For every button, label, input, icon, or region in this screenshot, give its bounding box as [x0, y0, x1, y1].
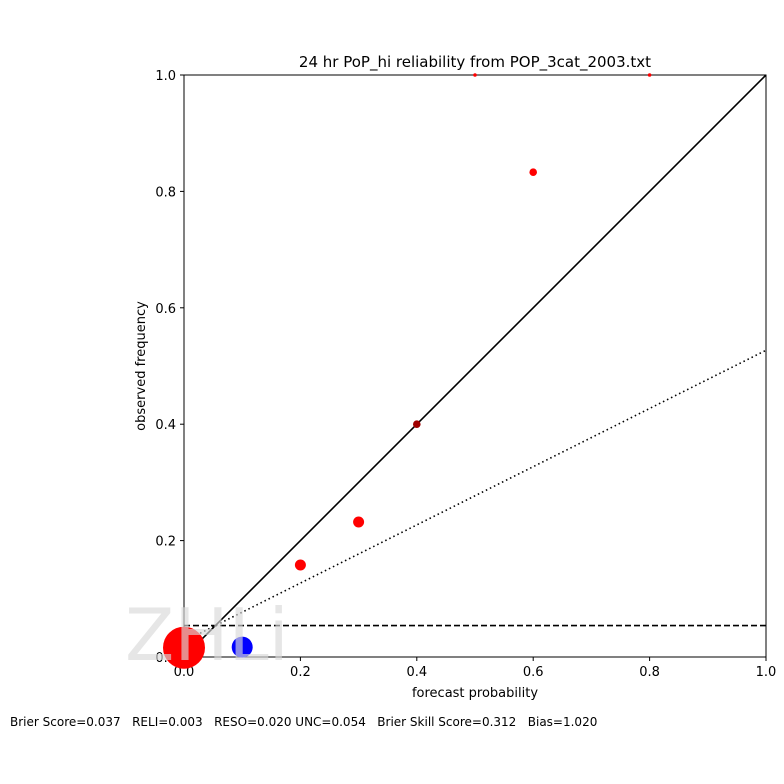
- x-tick-label: 0.4: [406, 665, 427, 680]
- y-tick-label: 0.8: [155, 185, 176, 200]
- x-tick-label: 0.2: [290, 665, 311, 680]
- watermark: ZHLi: [125, 593, 289, 677]
- data-point: [163, 626, 205, 669]
- x-tick-label: 1.0: [756, 665, 777, 680]
- score-summary: Brier Score=0.037 RELI=0.003 RESO=0.020 …: [10, 715, 598, 729]
- y-axis-label: observed frequency: [134, 301, 149, 431]
- data-point: [473, 73, 477, 77]
- data-point: [231, 636, 253, 658]
- data-point: [647, 73, 652, 77]
- y-tick-label: 0.6: [155, 302, 176, 317]
- y-tick-label: 1.0: [155, 69, 176, 84]
- x-axis-ticks: 0.0 0.2 0.4 0.6 0.8 1.0: [174, 657, 777, 680]
- data-points: [163, 73, 652, 669]
- data-point: [529, 168, 537, 176]
- x-tick-label: 0.0: [174, 665, 195, 680]
- x-axis-label: forecast probability: [412, 686, 538, 701]
- y-tick-label: 0.4: [155, 418, 176, 433]
- data-point: [294, 559, 306, 571]
- chart-title: 24 hr PoP_hi reliability from POP_3cat_2…: [299, 53, 651, 72]
- y-axis-ticks: 0.00.20.40.60.81.0: [155, 69, 184, 666]
- perfect-reliability-line: [183, 74, 767, 658]
- y-tick-label: 0.2: [155, 535, 176, 550]
- x-tick-label: 0.8: [639, 665, 660, 680]
- x-tick-label: 0.6: [523, 665, 544, 680]
- data-point: [353, 516, 365, 528]
- reference-lines: [183, 74, 767, 658]
- no-skill-line: [183, 349, 767, 643]
- data-point: [413, 420, 421, 429]
